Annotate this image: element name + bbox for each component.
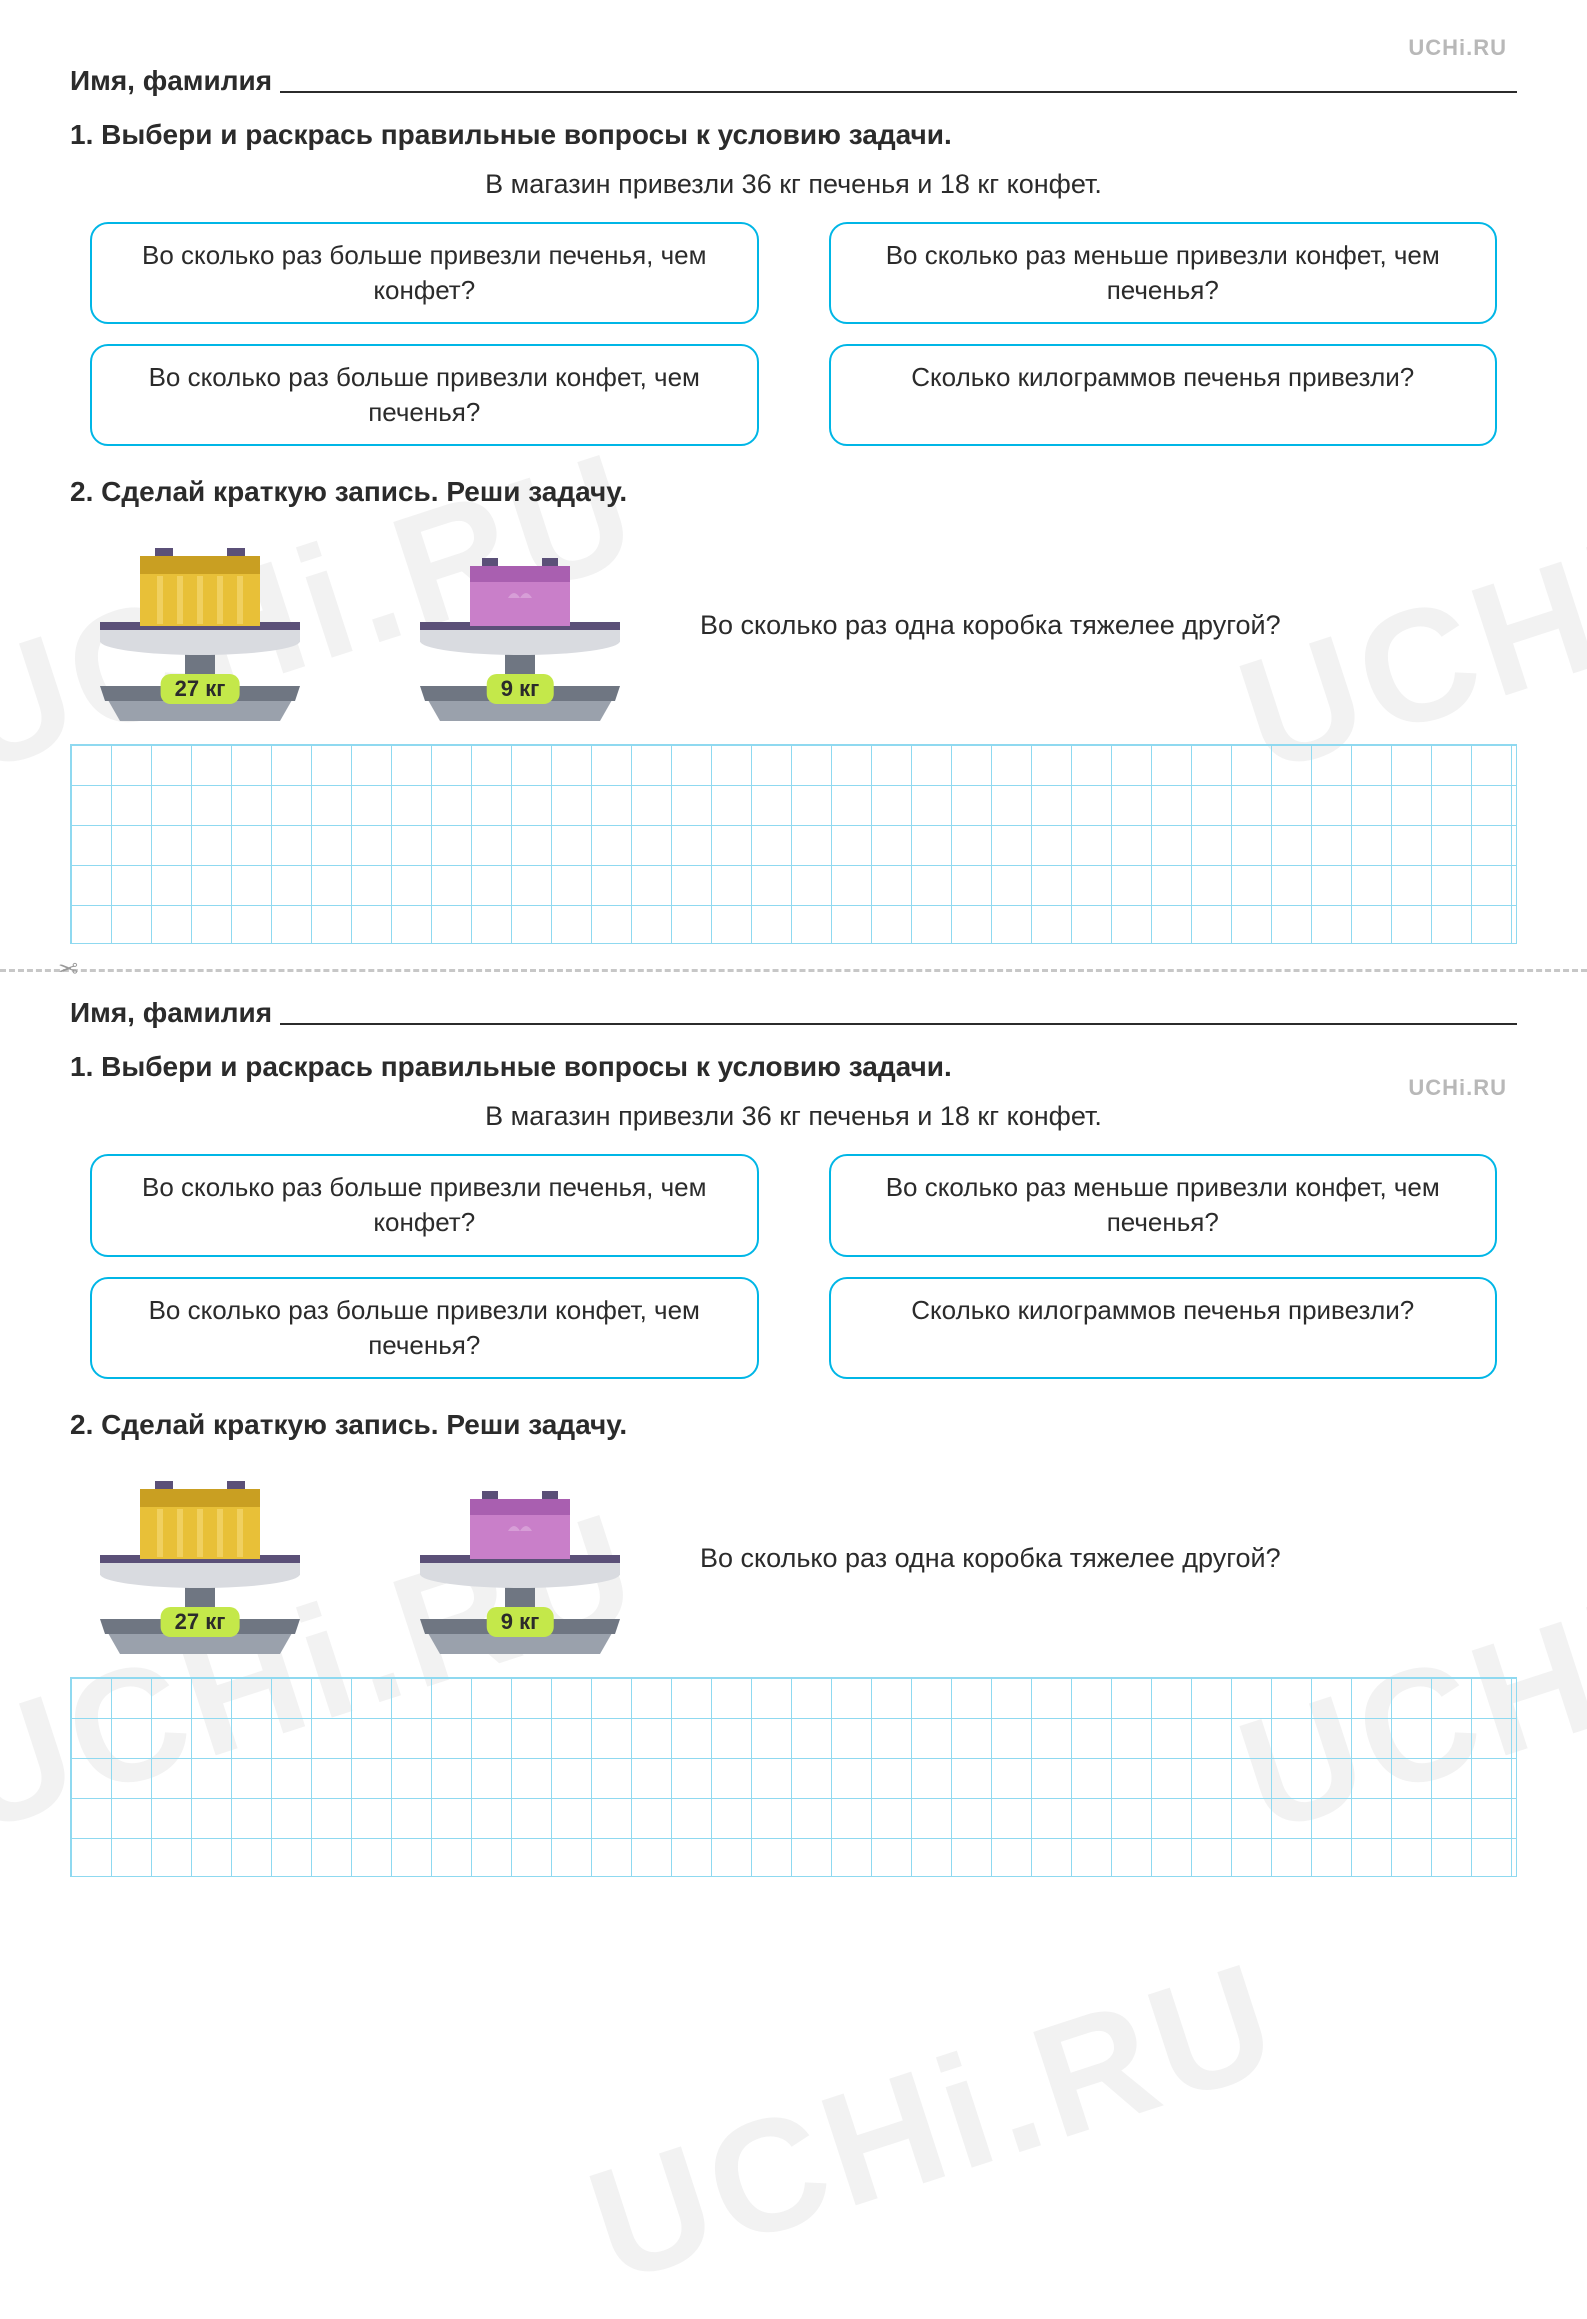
task2-question: Во сколько раз одна коробка тяжелее друг… <box>700 1540 1517 1578</box>
name-label: Имя, фамилия <box>70 65 272 97</box>
option-box[interactable]: Во сколько раз больше привезли печенья, … <box>90 222 759 324</box>
name-input-line[interactable] <box>280 1023 1517 1025</box>
option-box[interactable]: Сколько килограммов печенья привезли? <box>829 344 1498 446</box>
weight-label: 27 кг <box>161 1607 240 1637</box>
scale-purple: 9 кг <box>390 526 650 726</box>
name-row: Имя, фамилия <box>70 997 1517 1029</box>
task1-options: Во сколько раз больше привезли печенья, … <box>70 222 1517 446</box>
task2-row: 27 кг 9 кг Во ск <box>70 526 1517 726</box>
task1-heading: 1. Выбери и раскрась правильные вопросы … <box>70 1051 1517 1083</box>
weight-label: 9 кг <box>487 674 554 704</box>
weight-label: 27 кг <box>161 674 240 704</box>
answer-grid[interactable] <box>70 744 1517 944</box>
task1-intro: В магазин привезли 36 кг печенья и 18 кг… <box>70 1101 1517 1132</box>
option-box[interactable]: Во сколько раз больше привезли конфет, ч… <box>90 1277 759 1379</box>
scales-wrap: 27 кг 9 кг <box>70 526 650 726</box>
task2-question: Во сколько раз одна коробка тяжелее друг… <box>700 607 1517 645</box>
task2-heading: 2. Сделай краткую запись. Реши задачу. <box>70 1409 1517 1441</box>
scissors-icon: ✂ <box>58 955 78 984</box>
logo: UCHi.RU <box>1408 35 1507 61</box>
option-box[interactable]: Во сколько раз меньше привезли конфет, ч… <box>829 1154 1498 1256</box>
task2-row: 27 кг 9 кг Во сколько р <box>70 1459 1517 1659</box>
scales-wrap: 27 кг 9 кг <box>70 1459 650 1659</box>
name-label: Имя, фамилия <box>70 997 272 1029</box>
watermark: UCHi.RU <box>569 1925 1300 2319</box>
name-row: Имя, фамилия <box>70 65 1517 97</box>
task2-heading: 2. Сделай краткую запись. Реши задачу. <box>70 476 1517 508</box>
name-input-line[interactable] <box>280 91 1517 93</box>
task1-options: Во сколько раз больше привезли печенья, … <box>70 1154 1517 1378</box>
option-box[interactable]: Во сколько раз меньше привезли конфет, ч… <box>829 222 1498 324</box>
task1-intro: В магазин привезли 36 кг печенья и 18 кг… <box>70 169 1517 200</box>
task1-heading: 1. Выбери и раскрась правильные вопросы … <box>70 119 1517 151</box>
scale-yellow: 27 кг <box>70 526 330 726</box>
scale-purple: 9 кг <box>390 1459 650 1659</box>
scale-yellow: 27 кг <box>70 1459 330 1659</box>
option-box[interactable]: Во сколько раз больше привезли печенья, … <box>90 1154 759 1256</box>
weight-label: 9 кг <box>487 1607 554 1637</box>
answer-grid[interactable] <box>70 1677 1517 1877</box>
option-box[interactable]: Во сколько раз больше привезли конфет, ч… <box>90 344 759 446</box>
worksheet-copy-1: Имя, фамилия 1. Выбери и раскрась правил… <box>70 65 1517 944</box>
worksheet-copy-2: Имя, фамилия 1. Выбери и раскрась правил… <box>70 997 1517 1876</box>
cut-line <box>0 969 1587 972</box>
option-box[interactable]: Сколько килограммов печенья привезли? <box>829 1277 1498 1379</box>
